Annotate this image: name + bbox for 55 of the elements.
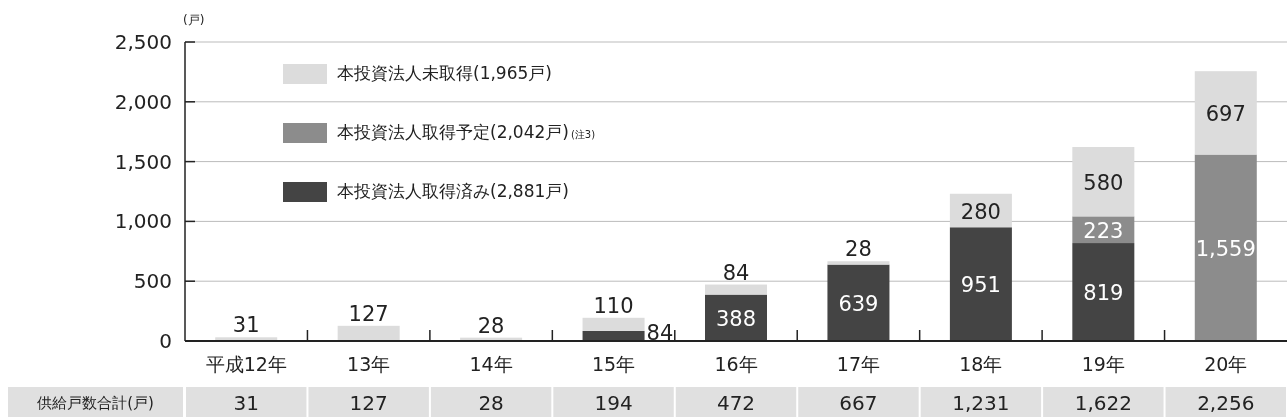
x-tick-label: 平成12年 — [205, 353, 287, 375]
data-label: 280 — [960, 199, 1001, 224]
bar — [827, 261, 890, 265]
data-label: 819 — [1083, 281, 1124, 306]
legend-label: 本投資法人取得済み(2,881戸) — [337, 180, 569, 203]
total-label: 472 — [716, 391, 756, 415]
y-tick-label: 2,500 — [114, 30, 172, 54]
x-tick-label: 14年 — [469, 353, 513, 375]
y-tick-label: 2,000 — [114, 89, 172, 114]
bar — [1072, 243, 1135, 341]
data-label: 1,559 — [1195, 236, 1256, 261]
bar — [1194, 154, 1257, 341]
text: 供給戸数合計(戸) — [37, 394, 154, 412]
data-label: 223 — [1083, 218, 1124, 243]
data-label: 639 — [838, 291, 879, 316]
data-label: 697 — [1205, 101, 1246, 126]
bar — [582, 330, 645, 341]
data-label: 84 — [722, 260, 750, 285]
x-tick-label: 18年 — [959, 353, 1003, 375]
total-label: 2,256 — [1197, 391, 1255, 415]
bar — [705, 284, 767, 295]
x-tick-label: 20年 — [1204, 353, 1248, 375]
data-label: 580 — [1083, 170, 1124, 195]
total-label: 667 — [839, 391, 878, 415]
total-label: 28 — [477, 313, 505, 338]
data-label: 28 — [845, 237, 872, 262]
x-tick-label: 17年 — [836, 353, 881, 375]
data-label: 31 — [233, 391, 259, 415]
total-label: 194 — [594, 391, 633, 415]
bar — [949, 227, 1012, 341]
total-label: 1,231 — [952, 391, 1010, 415]
bar — [827, 264, 890, 341]
data-label: 127 — [349, 391, 388, 415]
legend-label: 本投資法人未取得(1,965戸) — [337, 62, 552, 85]
data-label: 28 — [478, 391, 504, 415]
bar — [582, 317, 645, 331]
bar — [1072, 147, 1135, 217]
x-tick-label: 15年 — [591, 353, 636, 375]
y-tick-label: 1,000 — [114, 209, 172, 234]
bar — [337, 325, 400, 341]
data-label: 110 — [593, 293, 634, 318]
y-tick-label: 500 — [133, 269, 172, 294]
total-label: 127 — [348, 301, 389, 326]
bar — [1194, 71, 1257, 155]
total-label: 31 — [232, 313, 260, 338]
x-tick-label: 19年 — [1081, 353, 1125, 375]
data-label: 951 — [960, 273, 1001, 298]
data-label: 388 — [715, 306, 757, 331]
y-tick-label: 0 — [159, 329, 172, 353]
data-label: 84 — [646, 321, 674, 345]
x-tick-label: 16年 — [714, 353, 758, 375]
x-tick-label: 13年 — [347, 353, 391, 375]
y-tick-label: 1,500 — [114, 149, 172, 174]
total-label: 1,622 — [1074, 391, 1132, 415]
y-axis-title: (戸) — [183, 13, 205, 27]
